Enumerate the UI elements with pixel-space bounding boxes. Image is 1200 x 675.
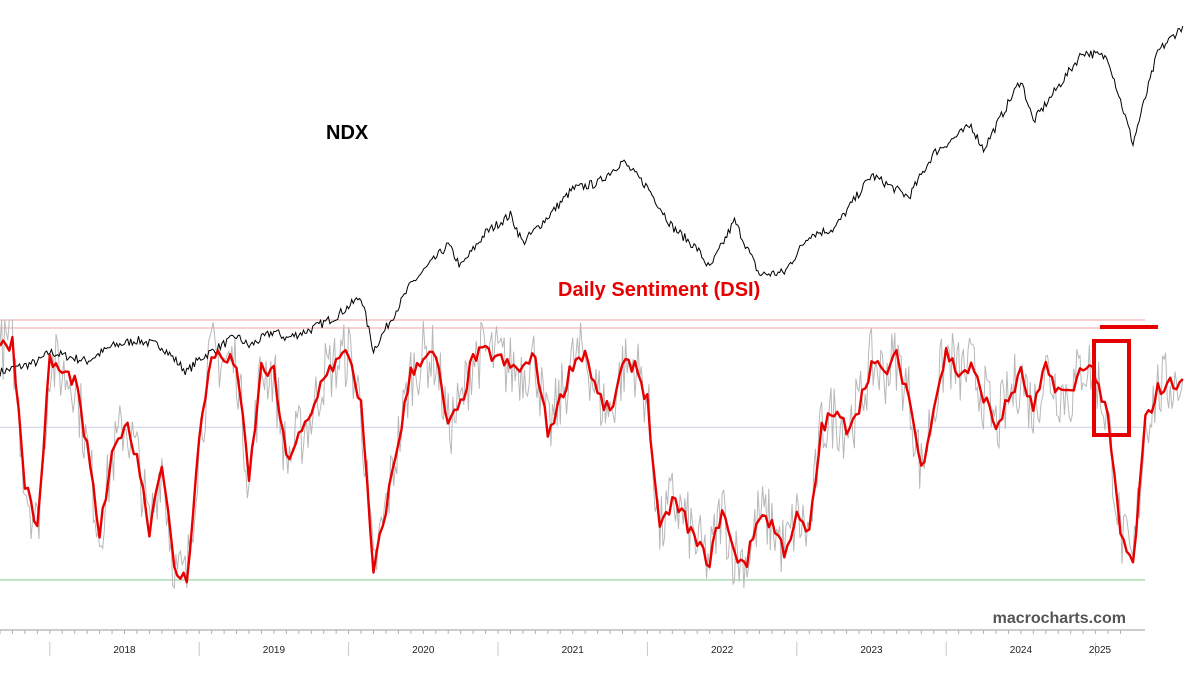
x-tick-label: 2023 [860,645,883,656]
ndx-series-label: NDX [326,122,369,144]
watermark: macrocharts.com [993,610,1126,627]
dsi-line [0,335,1184,584]
x-tick-label: 2019 [263,645,286,656]
x-tick-label: 2022 [711,645,734,656]
ndx-line [0,25,1184,377]
x-tick-label: 2021 [562,645,585,656]
x-tick-label: 2018 [113,645,136,656]
dsi-series-label: Daily Sentiment (DSI) [558,279,760,301]
x-axis-minor-ticks [0,630,1121,634]
highlight-box [1092,339,1131,437]
x-tick-label: 2025 [1089,645,1112,656]
x-axis-year-ticks: 2018 2019 2020 2021 2022 2023 2024 2025 [49,642,1112,656]
x-tick-label: 2024 [1010,645,1033,656]
dsi-daily-line [0,319,1184,590]
x-tick-label: 2020 [412,645,435,656]
